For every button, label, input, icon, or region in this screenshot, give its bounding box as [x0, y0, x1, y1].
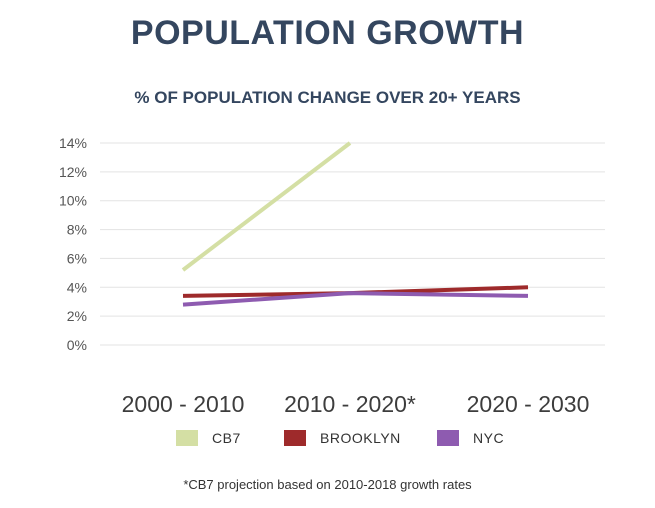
legend-item-cb7: CB7 [176, 426, 241, 450]
x-axis-ticks: 2000 - 2010 2010 - 2020* 2020 - 2030 [122, 391, 590, 417]
y-tick-label: 12% [59, 164, 87, 180]
series-line-cb7 [181, 141, 352, 272]
chart-title: POPULATION GROWTH [130, 14, 525, 52]
legend-swatch-cb7 [176, 430, 198, 446]
legend-item-brooklyn: BROOKLYN [284, 426, 401, 450]
series-line-nyc [182, 291, 529, 307]
y-tick-label: 8% [67, 222, 87, 238]
legend-label-cb7: CB7 [212, 430, 241, 446]
y-tick-label: 14% [59, 135, 87, 151]
legend: CB7 BROOKLYN NYC [0, 426, 655, 450]
y-tick-label: 10% [59, 193, 87, 209]
series-lines [181, 141, 529, 307]
x-tick-label: 2000 - 2010 [122, 391, 245, 417]
chart-subtitle: % OF POPULATION CHANGE OVER 20+ YEARS [134, 88, 521, 107]
legend-swatch-nyc [437, 430, 459, 446]
y-tick-label: 0% [67, 337, 87, 353]
footnote: *CB7 projection based on 2010-2018 growt… [183, 477, 472, 492]
legend-swatch-brooklyn [284, 430, 306, 446]
y-tick-label: 4% [67, 279, 87, 295]
x-tick-label: 2010 - 2020* [284, 391, 416, 417]
x-tick-label: 2020 - 2030 [467, 391, 590, 417]
grid-lines [100, 142, 605, 346]
y-tick-label: 6% [67, 250, 87, 266]
legend-item-nyc: NYC [437, 426, 504, 450]
line-chart: 0% 2% 4% 6% 8% 10% 12% 14% 2000 - 2010 2010 - 20… [59, 135, 605, 417]
y-tick-label: 2% [67, 308, 87, 324]
y-axis-ticks: 0% 2% 4% 6% 8% 10% 12% 14% [59, 135, 87, 353]
legend-label-brooklyn: BROOKLYN [320, 430, 401, 446]
legend-label-nyc: NYC [473, 430, 505, 446]
